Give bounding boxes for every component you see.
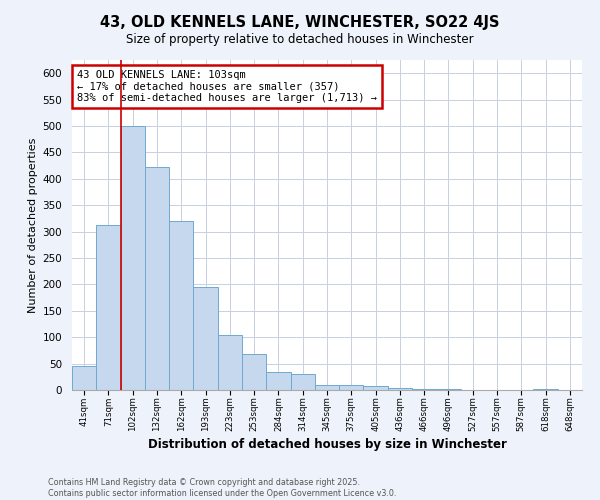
- Text: Contains HM Land Registry data © Crown copyright and database right 2025.
Contai: Contains HM Land Registry data © Crown c…: [48, 478, 397, 498]
- Bar: [121, 126, 145, 390]
- Bar: [412, 389, 436, 390]
- Bar: [72, 366, 96, 390]
- Bar: [218, 334, 242, 390]
- Bar: [388, 388, 412, 390]
- Text: 43 OLD KENNELS LANE: 103sqm
← 17% of detached houses are smaller (357)
83% of se: 43 OLD KENNELS LANE: 103sqm ← 17% of det…: [77, 70, 377, 103]
- Bar: [242, 354, 266, 390]
- Bar: [145, 166, 169, 390]
- Bar: [364, 386, 388, 390]
- X-axis label: Distribution of detached houses by size in Winchester: Distribution of detached houses by size …: [148, 438, 506, 451]
- Bar: [266, 372, 290, 390]
- Text: Size of property relative to detached houses in Winchester: Size of property relative to detached ho…: [126, 32, 474, 46]
- Bar: [96, 224, 121, 390]
- Bar: [169, 221, 193, 390]
- Y-axis label: Number of detached properties: Number of detached properties: [28, 138, 38, 312]
- Bar: [339, 384, 364, 390]
- Text: 43, OLD KENNELS LANE, WINCHESTER, SO22 4JS: 43, OLD KENNELS LANE, WINCHESTER, SO22 4…: [100, 15, 500, 30]
- Bar: [290, 374, 315, 390]
- Bar: [315, 384, 339, 390]
- Bar: [193, 287, 218, 390]
